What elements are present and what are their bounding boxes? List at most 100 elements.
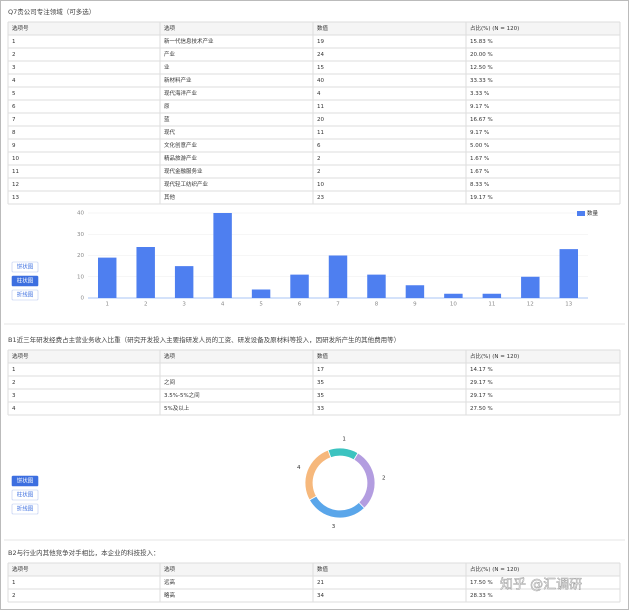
- table-cell: 19: [317, 39, 324, 45]
- y-tick-label: 40: [77, 211, 84, 217]
- table-cell: 4: [12, 78, 16, 84]
- table-cell: 17.50 %: [470, 580, 493, 586]
- legend-swatch: [577, 211, 585, 216]
- bar: [174, 266, 194, 298]
- table-cell: 新材料产业: [164, 76, 192, 84]
- table-cell: 6: [12, 104, 16, 110]
- y-tick-label: 0: [81, 296, 85, 302]
- table-cell: 35: [317, 393, 324, 399]
- table-cell: 27.50 %: [470, 406, 493, 412]
- chart-toggle-button[interactable]: [11, 475, 39, 487]
- table-cell: 9.17 %: [470, 104, 489, 110]
- table-header-cell: 选项: [164, 565, 176, 573]
- bar: [444, 293, 463, 298]
- section-title: Q7贵公司专注领域（可多选）: [8, 7, 95, 16]
- chart-toggle-button[interactable]: [11, 289, 39, 301]
- chart-toggle-button[interactable]: [11, 261, 39, 273]
- chart-toggle-label: 饼状图: [17, 477, 34, 485]
- table-cell: 28.33 %: [470, 593, 493, 599]
- table-header-cell: 选项号: [12, 565, 29, 573]
- donut-label: 3: [332, 524, 336, 530]
- table-cell: 20: [317, 117, 324, 123]
- table-cell: 略高: [164, 591, 176, 599]
- table-header-cell: 数值: [317, 565, 329, 573]
- table-cell: 2: [12, 52, 16, 58]
- table-cell: 9: [12, 143, 16, 149]
- table-header-cell: 选项: [164, 24, 176, 32]
- table-cell: 2: [317, 169, 321, 175]
- table-header-cell: 占比(%) (N = 120): [470, 352, 519, 360]
- table-cell: 33: [317, 406, 324, 412]
- bar: [405, 285, 425, 298]
- x-tick-label: 3: [182, 302, 186, 308]
- table-header-cell: 选项: [164, 352, 176, 360]
- table-cell: 21: [317, 580, 324, 586]
- donut-segment: [304, 449, 332, 501]
- table-cell: 现代轻工纺织产业: [164, 180, 209, 188]
- table-cell: 33.33 %: [470, 78, 493, 84]
- table-cell: 9.17 %: [470, 130, 489, 136]
- table-cell: 业: [164, 63, 170, 71]
- x-tick-label: 11: [488, 302, 495, 308]
- table-cell: 11: [317, 104, 324, 110]
- donut-segment: [327, 447, 359, 461]
- table-cell: 34: [317, 593, 324, 599]
- table-cell: 2: [12, 593, 16, 599]
- table-cell: 15.83 %: [470, 39, 493, 45]
- table-cell: 35: [317, 380, 324, 386]
- table-cell: 10: [12, 156, 19, 162]
- chart-toggle-button[interactable]: [11, 275, 39, 287]
- chart-toggle-button[interactable]: [11, 503, 39, 515]
- table-header-cell: 占比(%) (N = 120): [470, 24, 519, 32]
- bar: [328, 255, 348, 298]
- table-cell: 20.00 %: [470, 52, 493, 58]
- table-cell: 3.33 %: [470, 91, 489, 97]
- table-header-cell: 数值: [317, 24, 329, 32]
- table-cell: 8: [12, 130, 16, 136]
- section-title: B1近三年研发经费占主营业务收入比重（研究开发投入主要指研发人员的工资、研发设备…: [8, 335, 400, 344]
- table-cell: 5%及以上: [164, 404, 190, 412]
- table-cell: 24: [317, 52, 324, 58]
- chart-toggle-label: 柱状图: [17, 491, 34, 499]
- table-cell: 现代: [164, 128, 176, 136]
- table-cell: 6: [317, 143, 321, 149]
- x-tick-label: 5: [259, 302, 263, 308]
- donut-label: 2: [382, 475, 386, 481]
- section-title: B2与行业内其他竞争对手相比，本企业的科技投入：: [8, 548, 160, 557]
- table-cell: 文化创意产业: [164, 141, 198, 149]
- table-cell: 4: [317, 91, 321, 97]
- table-cell: 现代海洋产业: [164, 89, 198, 97]
- table-cell: 4: [12, 406, 16, 412]
- table-cell: 11: [317, 130, 324, 136]
- table-cell: 之间: [164, 378, 175, 386]
- donut-segment: [353, 452, 376, 509]
- table-cell: 蓝: [164, 115, 170, 123]
- x-tick-label: 7: [336, 302, 340, 308]
- legend-label: 数量: [587, 209, 599, 217]
- table-cell: 1: [12, 39, 16, 45]
- bar: [367, 274, 386, 298]
- table-cell: 2: [317, 156, 321, 162]
- table-header-bg: [8, 563, 620, 576]
- bar: [213, 213, 232, 298]
- chart-toggle-button[interactable]: [11, 489, 39, 501]
- bar: [482, 293, 502, 298]
- y-tick-label: 30: [77, 232, 84, 238]
- table-cell: 3: [12, 393, 16, 399]
- table-cell: 远高: [164, 578, 176, 586]
- table-cell: 2: [12, 380, 16, 386]
- bar: [251, 289, 271, 298]
- table-cell: 40: [317, 78, 324, 84]
- x-tick-label: 1: [105, 302, 109, 308]
- x-tick-label: 9: [413, 302, 417, 308]
- table-cell: 29.17 %: [470, 380, 493, 386]
- table-header-bg: [8, 22, 620, 35]
- x-tick-label: 2: [144, 302, 148, 308]
- x-tick-label: 4: [221, 302, 225, 308]
- bar: [98, 257, 117, 298]
- table-cell: 1: [12, 580, 16, 586]
- bar: [521, 276, 540, 298]
- x-tick-label: 12: [527, 302, 534, 308]
- table-cell: 新一代信息技术产业: [164, 37, 214, 45]
